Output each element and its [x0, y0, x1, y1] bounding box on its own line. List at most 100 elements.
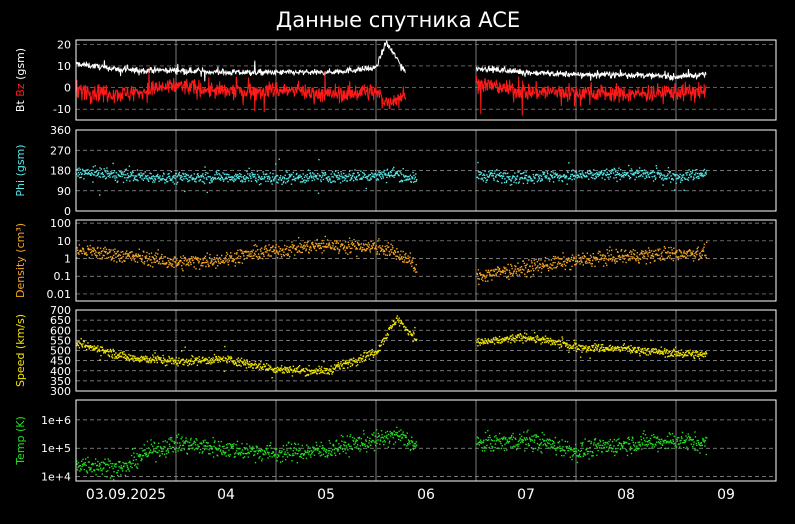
data-point: [598, 171, 599, 172]
data-point: [288, 249, 289, 250]
data-point: [538, 270, 539, 271]
data-point: [263, 254, 264, 255]
data-point: [706, 170, 707, 171]
data-point: [222, 450, 223, 451]
data-point: [382, 174, 383, 175]
data-point: [164, 359, 165, 360]
data-point: [650, 257, 651, 258]
data-point: [645, 352, 646, 353]
data-point: [295, 370, 296, 371]
data-point: [538, 259, 539, 260]
data-point: [516, 273, 517, 274]
data-point: [537, 181, 538, 182]
data-point: [500, 274, 501, 275]
data-point: [547, 438, 548, 439]
data-point: [611, 260, 612, 261]
data-point: [398, 318, 399, 319]
data-point: [407, 262, 408, 263]
data-point: [184, 176, 185, 177]
data-point: [99, 194, 100, 195]
data-point: [316, 442, 317, 443]
data-point: [103, 255, 104, 256]
data-point: [101, 462, 102, 463]
data-point: [203, 176, 204, 177]
data-point: [198, 258, 199, 259]
data-point: [489, 175, 490, 176]
data-point: [668, 171, 669, 172]
data-point: [209, 182, 210, 183]
data-point: [114, 170, 115, 171]
data-point: [649, 252, 650, 253]
data-point: [494, 436, 495, 437]
data-point: [99, 252, 100, 253]
data-point: [492, 447, 493, 448]
data-point: [141, 261, 142, 262]
data-point: [347, 367, 348, 368]
data-point: [157, 253, 158, 254]
data-point: [183, 263, 184, 264]
data-point: [244, 179, 245, 180]
data-point: [309, 451, 310, 452]
data-point: [610, 258, 611, 259]
data-point: [688, 177, 689, 178]
data-point: [357, 444, 358, 445]
data-point: [327, 246, 328, 247]
data-point: [148, 181, 149, 182]
data-point: [579, 263, 580, 264]
data-point: [343, 177, 344, 178]
data-point: [547, 265, 548, 266]
data-point: [159, 175, 160, 176]
data-point: [503, 175, 504, 176]
data-point: [98, 172, 99, 173]
data-point: [402, 431, 403, 432]
data-point: [239, 178, 240, 179]
data-point: [239, 262, 240, 263]
data-point: [587, 451, 588, 452]
data-point: [124, 356, 125, 357]
data-point: [163, 256, 164, 257]
data-point: [693, 355, 694, 356]
data-point: [115, 352, 116, 353]
data-point: [271, 181, 272, 182]
data-point: [327, 239, 328, 240]
data-point: [542, 342, 543, 343]
data-point: [94, 345, 95, 346]
data-point: [580, 356, 581, 357]
data-point: [617, 439, 618, 440]
data-point: [206, 177, 207, 178]
data-point: [604, 350, 605, 351]
data-point: [342, 436, 343, 437]
data-point: [416, 179, 417, 180]
data-point: [203, 445, 204, 446]
data-point: [530, 276, 531, 277]
data-point: [186, 440, 187, 441]
data-point: [541, 442, 542, 443]
data-point: [498, 267, 499, 268]
data-point: [597, 345, 598, 346]
data-point: [552, 343, 553, 344]
data-point: [509, 270, 510, 271]
data-point: [591, 256, 592, 257]
data-point: [208, 176, 209, 177]
data-point: [263, 178, 264, 179]
data-point: [487, 430, 488, 431]
data-point: [177, 365, 178, 366]
data-point: [379, 175, 380, 176]
data-point: [328, 453, 329, 454]
data-point: [630, 352, 631, 353]
data-point: [168, 361, 169, 362]
data-point: [369, 179, 370, 180]
data-point: [196, 439, 197, 440]
data-point: [571, 346, 572, 347]
data-point: [636, 258, 637, 259]
data-point: [571, 257, 572, 258]
data-point: [599, 259, 600, 260]
data-point: [523, 431, 524, 432]
data-point: [139, 361, 140, 362]
data-point: [507, 337, 508, 338]
data-point: [533, 435, 534, 436]
data-point: [581, 176, 582, 177]
data-point: [236, 448, 237, 449]
data-point: [270, 172, 271, 173]
